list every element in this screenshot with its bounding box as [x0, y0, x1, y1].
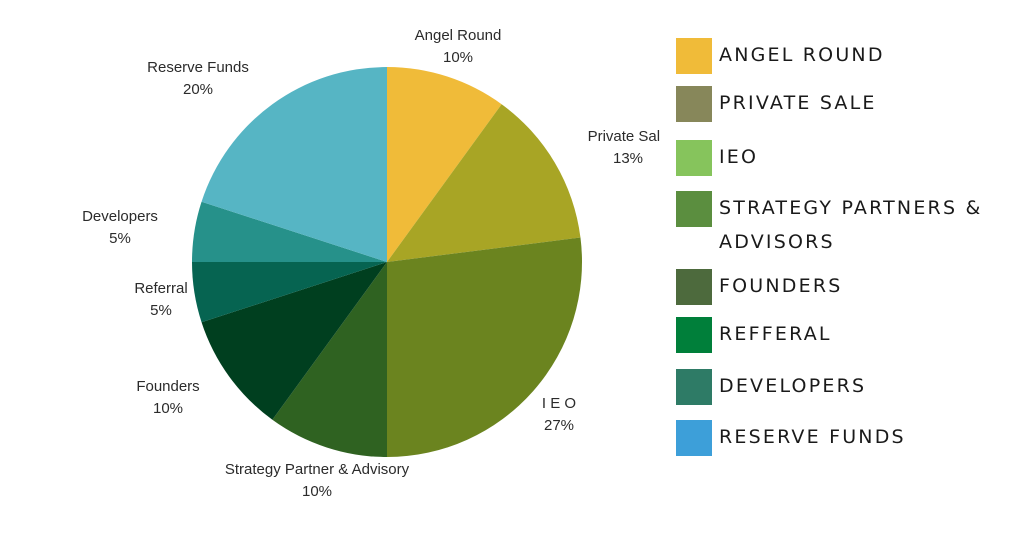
legend-label: DEVELOPERS: [719, 375, 867, 397]
slice-percent-label: 10%: [443, 49, 473, 66]
pie-slice-referral: [192, 262, 387, 323]
pie-chart: Angel Round 10% Private Sale 13% I E O 27% Str…: [82, 27, 660, 500]
pie-slice-founders: [201, 262, 387, 420]
legend-swatch: [676, 191, 712, 227]
legend-label: STRATEGY PARTNERS &: [719, 197, 983, 219]
slice-percent-label: 13%: [613, 150, 643, 167]
slice-label: Reserve Funds: [147, 59, 249, 76]
slice-label: Founders: [136, 378, 199, 395]
legend-label: PRIVATE SALE: [719, 92, 877, 114]
slice-percent-label: 5%: [109, 230, 131, 247]
legend-label: ANGEL ROUND: [719, 44, 885, 66]
legend-swatch: [676, 38, 712, 74]
pie-labels: Angel Round 10% Private Sale 13% I E O 27% Str…: [82, 27, 660, 500]
legend-label-line2: ADVISORS: [719, 231, 835, 253]
pie-slice-developers: [192, 201, 387, 262]
legend-swatch: [676, 369, 712, 405]
pie-slice-strategy-partner-advisory: [272, 262, 387, 457]
legend-swatch: [676, 269, 712, 305]
legend-label: IEO: [719, 146, 759, 168]
legend-label: FOUNDERS: [719, 275, 843, 297]
slice-percent-label: 10%: [153, 400, 183, 417]
slice-label: Strategy Partner & Advisory: [225, 461, 410, 478]
legend-swatch: [676, 317, 712, 353]
pie-slice-reserve-funds: [201, 66, 387, 262]
legend-swatch: [676, 140, 712, 176]
slice-label: I E O: [542, 395, 576, 412]
slice-label: Private Sale: [588, 128, 660, 145]
pie-slice-private-sale: [387, 104, 581, 263]
slice-percent-label: 27%: [544, 417, 574, 434]
slice-label: Angel Round: [415, 27, 502, 44]
legend-label: REFFERAL: [719, 323, 832, 345]
slice-percent-label: 5%: [150, 302, 172, 319]
slice-percent-label: 20%: [183, 81, 213, 98]
slice-label: Developers: [82, 208, 158, 225]
slice-percent-label: 10%: [302, 483, 332, 500]
pie-slice-i-e-o: [387, 237, 582, 457]
pie-slice-angel-round: [387, 67, 502, 262]
slice-label: Referral: [134, 280, 187, 297]
pie-slices: [192, 66, 582, 457]
legend-swatch: [676, 420, 712, 456]
legend-swatch: [676, 86, 712, 122]
legend-label: RESERVE FUNDS: [719, 426, 906, 448]
